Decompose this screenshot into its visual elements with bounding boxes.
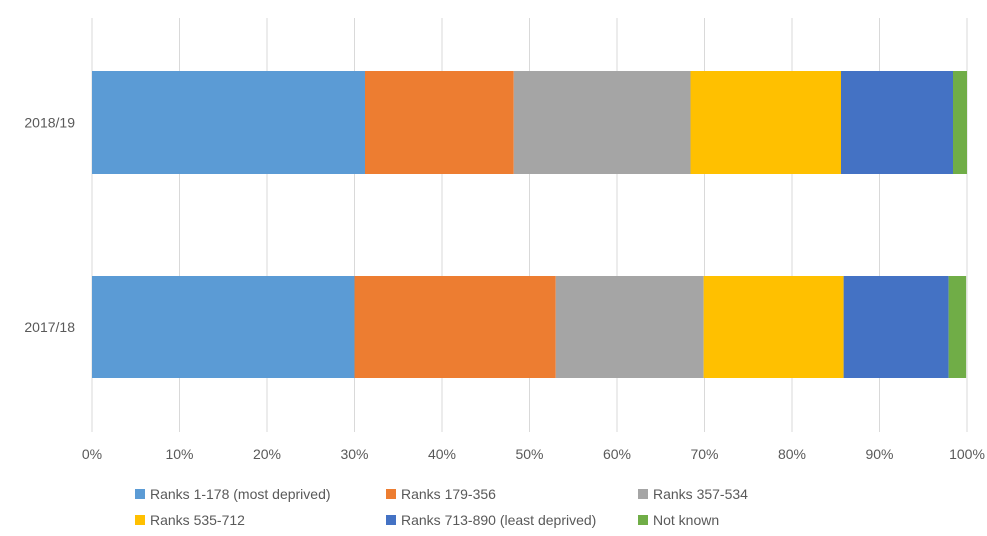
legend-swatch: [638, 515, 648, 525]
bar-segment: [948, 276, 967, 378]
legend-label: Not known: [653, 512, 720, 528]
bar-segment: [92, 71, 365, 174]
category-labels: 2018/19 2017/18: [24, 115, 75, 336]
bar-segment: [555, 276, 704, 378]
x-tick-label: 40%: [428, 446, 456, 462]
legend-item: Ranks 1-178 (most deprived): [135, 486, 331, 502]
x-tick-label: 70%: [690, 446, 718, 462]
legend-item: Not known: [638, 512, 719, 528]
x-tick-labels: 0% 10% 20% 30% 40% 50% 60% 70% 80% 90% 100%: [82, 446, 985, 462]
legend-item: Ranks 713-890 (least deprived): [386, 512, 596, 528]
category-label: 2017/18: [24, 319, 75, 335]
legend-swatch: [386, 489, 396, 499]
category-label: 2018/19: [24, 115, 75, 131]
legend-label: Ranks 357-534: [653, 486, 748, 502]
bar-segment: [703, 276, 844, 378]
x-tick-label: 60%: [603, 446, 631, 462]
bar-segment: [690, 71, 841, 174]
x-tick-label: 50%: [515, 446, 543, 462]
x-tick-label: 90%: [865, 446, 893, 462]
legend-swatch: [135, 489, 145, 499]
bar-segment: [841, 71, 953, 174]
bar-segment: [365, 71, 514, 174]
legend-swatch: [638, 489, 648, 499]
x-tick-label: 30%: [340, 446, 368, 462]
legend-label: Ranks 713-890 (least deprived): [401, 512, 597, 528]
x-tick-label: 0%: [82, 446, 102, 462]
x-tick-label: 20%: [253, 446, 281, 462]
bar-segment: [513, 71, 691, 174]
bar-segment: [92, 276, 355, 378]
legend-item: Ranks 535-712: [135, 512, 245, 528]
legend-label: Ranks 179-356: [401, 486, 496, 502]
x-tick-label: 100%: [949, 446, 985, 462]
bar-segment: [843, 276, 949, 378]
legend: Ranks 1-178 (most deprived) Ranks 179-356…: [0, 478, 987, 536]
legend-label: Ranks 1-178 (most deprived): [150, 486, 331, 502]
bar-segment: [953, 71, 967, 174]
bars: [92, 71, 967, 378]
bar-segment: [354, 276, 556, 378]
legend-swatch: [135, 515, 145, 525]
legend-item: Ranks 179-356: [386, 486, 496, 502]
legend-item: Ranks 357-534: [638, 486, 748, 502]
legend-swatch: [386, 515, 396, 525]
x-tick-label: 80%: [778, 446, 806, 462]
legend-label: Ranks 535-712: [150, 512, 245, 528]
x-tick-label: 10%: [165, 446, 193, 462]
